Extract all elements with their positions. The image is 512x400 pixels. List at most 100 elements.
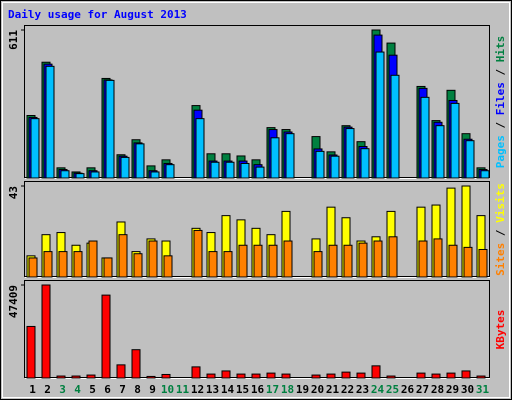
legend: KBytes: [494, 310, 507, 350]
bar: [281, 373, 291, 379]
bar: [133, 253, 143, 278]
bar: [345, 128, 355, 179]
bar: [146, 375, 156, 379]
bar: [60, 170, 70, 179]
bar: [165, 164, 175, 179]
bar: [135, 143, 145, 179]
bar: [253, 244, 263, 278]
bar: [450, 102, 460, 179]
bar: [356, 372, 366, 379]
bar: [448, 244, 458, 278]
bar: [58, 251, 68, 278]
bar: [103, 257, 113, 278]
bar: [43, 251, 53, 278]
bar: [446, 372, 456, 379]
x-tick-label: 9: [149, 383, 156, 396]
bar: [120, 156, 130, 179]
bar: [30, 118, 40, 179]
bar: [283, 240, 293, 278]
x-tick-label: 21: [326, 383, 340, 396]
legend-separator: /: [494, 115, 507, 135]
bar: [148, 240, 158, 278]
x-tick-label: 4: [74, 383, 81, 396]
bar: [255, 166, 265, 179]
bar: [373, 240, 383, 278]
x-tick-label: 26: [401, 383, 415, 396]
bar: [41, 284, 51, 379]
legend-entry: KBytes: [494, 310, 507, 350]
bar: [285, 133, 295, 179]
bar: [28, 257, 38, 278]
bar: [330, 155, 340, 179]
bar: [375, 51, 385, 179]
bar: [161, 373, 171, 379]
bar: [90, 171, 100, 179]
x-tick-label: 17: [266, 383, 279, 396]
bar: [371, 365, 381, 379]
bar: [461, 370, 471, 379]
legend-separator: /: [494, 223, 507, 243]
x-tick-label: 10: [161, 383, 174, 396]
bar: [71, 375, 81, 379]
bar: [150, 171, 160, 179]
legend-separator: /: [494, 62, 507, 82]
bar: [328, 244, 338, 278]
bar: [191, 366, 201, 379]
panel: [24, 280, 490, 378]
y-tick-label: 47409: [7, 285, 20, 318]
bar: [88, 240, 98, 278]
bar: [266, 372, 276, 379]
bar: [360, 148, 370, 179]
bar: [480, 170, 490, 179]
bar: [206, 373, 216, 379]
bar: [45, 65, 55, 179]
bar: [435, 125, 445, 179]
bar: [86, 374, 96, 379]
bar: [268, 244, 278, 278]
bar: [388, 236, 398, 278]
x-tick-label: 27: [416, 383, 429, 396]
bar: [476, 375, 486, 379]
legend-entry: Hits: [494, 36, 507, 63]
legend-entry: Pages: [494, 135, 507, 168]
x-tick-label: 8: [134, 383, 141, 396]
bar: [73, 251, 83, 278]
bar: [193, 229, 203, 278]
bar: [386, 375, 396, 379]
bar: [101, 294, 111, 379]
bar: [478, 248, 488, 278]
x-tick-label: 23: [356, 383, 369, 396]
bar: [341, 371, 351, 379]
x-tick-label: 28: [431, 383, 444, 396]
x-tick-label: 19: [296, 383, 309, 396]
x-tick-label: 3: [59, 383, 66, 396]
bar: [326, 373, 336, 379]
x-tick-label: 30: [461, 383, 474, 396]
legend: Sites / Visits: [494, 183, 507, 276]
bar: [105, 79, 115, 179]
x-tick-label: 5: [89, 383, 96, 396]
bar: [75, 173, 85, 179]
bar: [221, 370, 231, 379]
y-tick-label: 43: [7, 186, 20, 199]
bar: [315, 150, 325, 179]
legend-entry: Sites: [494, 243, 507, 276]
bar: [210, 161, 220, 179]
x-tick-label: 16: [251, 383, 265, 396]
x-tick-label: 13: [206, 383, 219, 396]
bar: [208, 251, 218, 278]
bar: [238, 244, 248, 278]
x-tick-label: 7: [119, 383, 126, 396]
x-tick-label: 15: [236, 383, 249, 396]
bar: [225, 161, 235, 179]
x-tick-label: 22: [341, 383, 354, 396]
legend: Pages / Files / Hits: [494, 36, 507, 169]
y-tick-label: 611: [7, 30, 20, 50]
x-tick-label: 29: [446, 383, 459, 396]
bar: [465, 140, 475, 179]
bar: [223, 251, 233, 278]
x-tick-label: 12: [191, 383, 204, 396]
